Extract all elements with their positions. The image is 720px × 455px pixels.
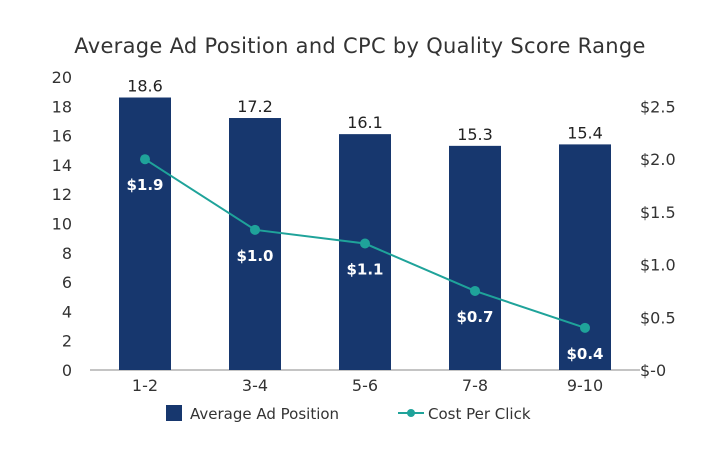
left-tick-label: 6: [62, 273, 72, 292]
cpc-value-label: $1.9: [126, 176, 163, 194]
right-tick-label: $2.5: [640, 98, 676, 117]
category-label: 1-2: [132, 376, 158, 395]
left-tick-label: 16: [52, 127, 72, 146]
left-axis: 0 2 4 6 8 10 12 14 16 18 20: [52, 68, 72, 380]
cpc-value-label: $0.4: [566, 345, 603, 363]
right-tick-label: $0.5: [640, 308, 676, 327]
cpc-point: [140, 154, 150, 165]
right-axis: $-0 $0.5 $1.0 $1.5 $2.0 $2.5: [640, 98, 676, 380]
cpc-value-label: $0.7: [456, 308, 493, 326]
category-label: 5-6: [352, 376, 378, 395]
legend-marker-cost-per-click: [407, 409, 415, 417]
bar-value-label: 18.6: [127, 77, 163, 96]
left-tick-label: 12: [52, 185, 72, 204]
category-label: 9-10: [567, 376, 603, 395]
bar-value-label: 17.2: [237, 97, 273, 116]
left-tick-label: 20: [52, 68, 72, 87]
cpc-point: [360, 238, 370, 249]
bar: [229, 118, 281, 371]
left-tick-label: 10: [52, 215, 72, 234]
left-tick-label: 0: [62, 361, 72, 380]
bar-value-label: 16.1: [347, 113, 383, 132]
legend-label-cost-per-click: Cost Per Click: [428, 405, 531, 423]
bar-series: 18.6 17.2 16.1 15.3 15.4: [119, 77, 611, 371]
cpc-value-label: $1.0: [236, 247, 273, 265]
legend-label-average-ad-position: Average Ad Position: [190, 405, 339, 423]
left-tick-label: 2: [62, 332, 72, 351]
left-tick-label: 8: [62, 244, 72, 263]
bar: [559, 144, 611, 370]
legend-swatch-average-ad-position: [166, 405, 182, 421]
bar-value-label: 15.4: [567, 123, 603, 142]
chart-title: Average Ad Position and CPC by Quality S…: [74, 34, 645, 58]
right-tick-label: $2.0: [640, 150, 676, 169]
legend: Average Ad Position Cost Per Click: [166, 405, 531, 423]
right-tick-label: $1.5: [640, 203, 676, 222]
cpc-point: [250, 224, 260, 235]
cpc-value-label: $1.1: [346, 261, 383, 279]
category-label: 7-8: [462, 376, 488, 395]
x-axis-labels: 1-2 3-4 5-6 7-8 9-10: [132, 376, 603, 395]
bar-value-label: 15.3: [457, 125, 493, 144]
category-label: 3-4: [242, 376, 268, 395]
line-series: $1.9 $1.0 $1.1 $0.7 $0.4: [126, 154, 604, 363]
left-tick-label: 14: [52, 156, 72, 175]
left-tick-label: 18: [52, 97, 72, 116]
cpc-point: [470, 285, 480, 296]
cpc-point: [580, 322, 590, 333]
right-tick-label: $-0: [640, 361, 666, 380]
right-tick-label: $1.0: [640, 256, 676, 275]
bar: [449, 145, 501, 370]
bar: [119, 97, 171, 370]
left-tick-label: 4: [62, 302, 72, 321]
